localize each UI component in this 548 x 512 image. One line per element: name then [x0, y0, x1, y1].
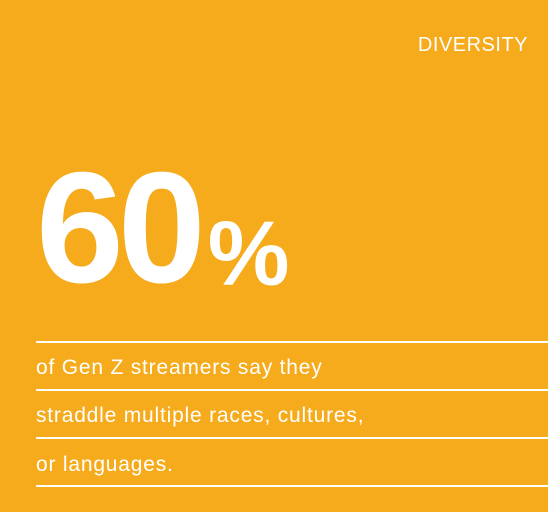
divider-3 — [36, 437, 548, 439]
caption-line-2: straddle multiple races, cultures, — [36, 404, 365, 427]
stat-figure: 60% — [36, 148, 290, 308]
stat-number: 60 — [36, 140, 206, 316]
category-label: DIVERSITY — [417, 34, 528, 56]
caption-line-3: or languages. — [36, 453, 174, 476]
divider-top — [36, 341, 548, 343]
divider-2 — [36, 389, 548, 391]
stat-percent-sign: % — [207, 203, 290, 305]
caption-line-1: of Gen Z streamers say they — [36, 356, 323, 379]
divider-bottom — [36, 485, 548, 487]
